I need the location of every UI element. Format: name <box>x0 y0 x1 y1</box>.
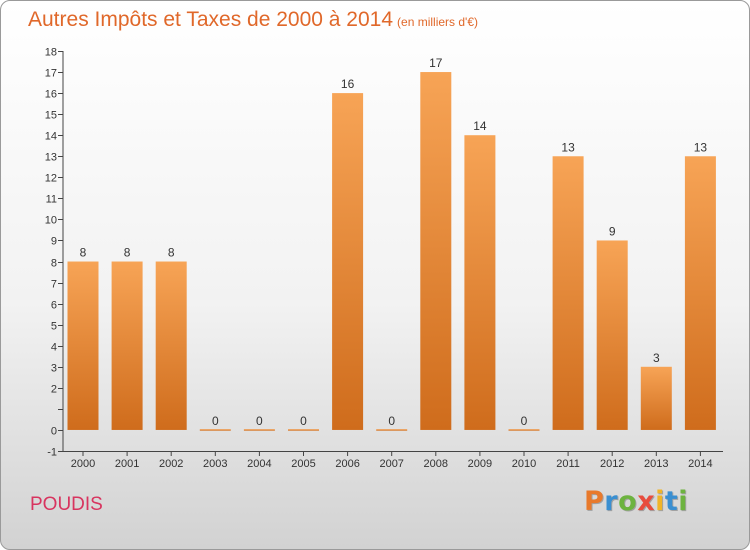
x-tick-label: 2011 <box>556 458 580 470</box>
data-label: 8 <box>124 246 131 260</box>
logo-letter: t <box>664 486 679 517</box>
bar <box>288 429 319 431</box>
data-label: 0 <box>212 414 219 428</box>
logo-letter: i <box>678 486 689 517</box>
y-tick-label: 11 <box>46 194 57 206</box>
bar <box>596 240 628 430</box>
logo-letter: i <box>655 486 665 517</box>
y-tick-label: 3 <box>51 363 57 375</box>
y-tick-label: 14 <box>45 131 57 143</box>
y-tick-label: 7 <box>51 279 57 291</box>
data-label: 9 <box>609 224 616 238</box>
y-tick-label: 10 <box>45 215 57 227</box>
logo-letter: r <box>604 486 619 517</box>
data-label: 8 <box>168 246 175 260</box>
data-label: 13 <box>694 140 708 154</box>
bar <box>155 261 187 430</box>
y-tick-label: 9 <box>51 236 57 248</box>
x-tick-label: 2007 <box>379 458 403 470</box>
proxiti-logo: Proxiti <box>584 486 688 517</box>
bar <box>199 429 231 431</box>
x-tick-label: 2006 <box>335 458 359 470</box>
chart-bars <box>67 72 716 431</box>
bar <box>67 261 99 430</box>
chart-labels: 8 2000 8 2001 8 2002 0 2003 0 2004 0 2005 16 2006 0 200… <box>71 56 713 470</box>
x-tick-label: 2003 <box>203 458 227 470</box>
data-label: 0 <box>256 414 263 428</box>
y-tick-label: 5 <box>51 321 57 333</box>
y-tick-label: 8 <box>51 258 57 270</box>
chart-title: Autres Impôts et Taxes de 2000 à 2014 (en… <box>28 8 478 32</box>
chart-axes: -1 0 2 3 4 5 6 7 8 9 10 11 12 13 14 15 16 17 18 <box>45 47 723 459</box>
bar <box>684 156 716 430</box>
y-tick-label: 18 <box>45 47 57 59</box>
bar <box>420 72 452 430</box>
y-tick-label: 0 <box>51 426 57 438</box>
bar <box>464 135 496 430</box>
logo-letter: P <box>584 486 605 517</box>
commune-name: POUDIS <box>30 494 103 515</box>
x-tick-label: 2002 <box>159 458 183 470</box>
x-tick-label: 2014 <box>688 458 712 470</box>
chart-title-text: Autres Impôts et Taxes de 2000 à 2014 <box>28 8 394 31</box>
data-label: 0 <box>300 414 307 428</box>
data-label: 13 <box>561 140 575 154</box>
bar <box>111 261 143 430</box>
data-label: 8 <box>80 246 87 260</box>
y-tick-label: 6 <box>51 300 57 312</box>
x-tick-label: 2005 <box>291 458 315 470</box>
data-label: 14 <box>473 119 487 133</box>
bar <box>552 156 584 430</box>
y-tick-label: -1 <box>47 447 57 459</box>
y-tick-label: 13 <box>45 152 57 164</box>
y-tick-label: 15 <box>45 110 57 122</box>
x-tick-label: 2001 <box>115 458 139 470</box>
data-label: 16 <box>341 77 355 91</box>
y-tick-label: 16 <box>45 89 57 101</box>
logo-letter: x <box>637 486 656 517</box>
x-tick-label: 2008 <box>424 458 448 470</box>
x-tick-label: 2010 <box>512 458 536 470</box>
x-tick-label: 2004 <box>247 458 271 470</box>
x-tick-label: 2013 <box>644 458 668 470</box>
y-tick-label: 17 <box>45 68 57 80</box>
bar <box>243 429 275 431</box>
logo-letter: o <box>618 486 638 517</box>
y-tick-label: 4 <box>51 342 57 354</box>
x-tick-label: 2000 <box>71 458 95 470</box>
x-tick-label: 2009 <box>468 458 492 470</box>
data-label: 3 <box>653 351 660 365</box>
chart-unit: (en milliers d'€) <box>397 15 479 29</box>
y-tick-label: 2 <box>51 384 57 396</box>
bar <box>508 429 540 431</box>
bar <box>640 366 672 430</box>
y-tick-label: 12 <box>45 173 57 185</box>
data-label: 0 <box>388 414 395 428</box>
data-label: 17 <box>429 56 443 70</box>
bar <box>332 93 364 430</box>
x-tick-label: 2012 <box>600 458 624 470</box>
bar <box>376 429 408 431</box>
data-label: 0 <box>521 414 528 428</box>
